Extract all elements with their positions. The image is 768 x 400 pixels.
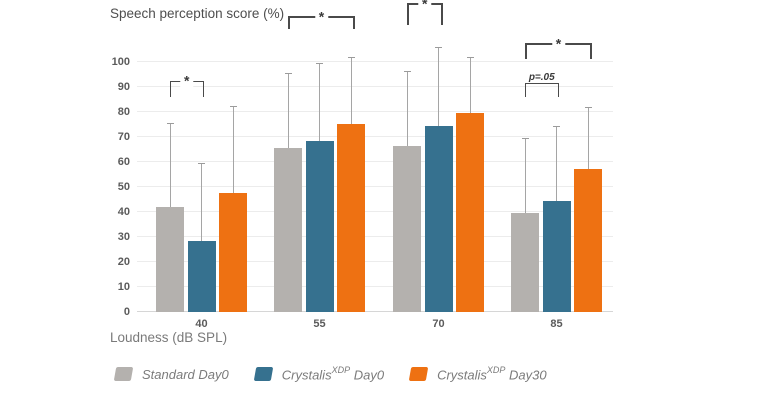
y-tick-label: 90 bbox=[117, 80, 130, 93]
bar bbox=[156, 206, 184, 312]
error-bar bbox=[350, 57, 352, 125]
error-bar-cap bbox=[521, 138, 529, 140]
x-tick-label: 70 bbox=[432, 318, 445, 330]
gridline bbox=[137, 136, 613, 138]
gridline bbox=[137, 186, 613, 188]
bar bbox=[337, 124, 365, 312]
legend: Standard Day0 CrystalisXDP Day0 CrystalisX… bbox=[113, 365, 547, 383]
bracket-label: * bbox=[314, 9, 329, 24]
gridline bbox=[137, 161, 613, 163]
bracket-label: * bbox=[418, 0, 432, 11]
bar bbox=[187, 240, 216, 312]
gridline bbox=[137, 236, 613, 238]
error-bar bbox=[587, 108, 589, 170]
error-bar bbox=[169, 124, 171, 207]
error-bar bbox=[406, 71, 408, 146]
error-bar-cap bbox=[166, 123, 174, 125]
gridline bbox=[137, 111, 613, 113]
y-tick-label: 10 bbox=[117, 280, 130, 293]
error-bar bbox=[524, 139, 526, 214]
bar bbox=[542, 200, 571, 312]
x-axis-label: Loudness (dB SPL) bbox=[110, 330, 228, 345]
bar bbox=[456, 113, 484, 312]
bracket-label: p=.05 bbox=[528, 72, 555, 84]
bar bbox=[393, 145, 421, 312]
gridline bbox=[137, 261, 613, 263]
y-tick-label: 0 bbox=[123, 306, 130, 318]
significance-bracket: * bbox=[170, 73, 204, 97]
bar bbox=[274, 148, 302, 312]
gridline bbox=[137, 211, 613, 213]
bar bbox=[424, 125, 453, 312]
bar bbox=[574, 169, 602, 312]
gridline bbox=[137, 286, 613, 288]
bar bbox=[511, 213, 539, 312]
x-tick-label: 40 bbox=[195, 318, 208, 330]
bar bbox=[219, 193, 247, 312]
error-bar-cap bbox=[435, 46, 442, 48]
error-bar bbox=[438, 47, 439, 126]
y-tick-label: 30 bbox=[117, 230, 130, 243]
error-bar bbox=[287, 74, 289, 149]
x-tick-label: 85 bbox=[550, 318, 563, 330]
error-bar-cap bbox=[229, 105, 237, 107]
error-bar-cap bbox=[584, 107, 592, 109]
gridline bbox=[137, 86, 613, 88]
error-bar-cap bbox=[553, 125, 560, 127]
x-axis-line bbox=[137, 311, 613, 312]
y-tick-label: 40 bbox=[117, 205, 130, 218]
error-bar-cap bbox=[284, 73, 292, 75]
error-bar bbox=[232, 106, 234, 194]
y-tick-label: 50 bbox=[117, 180, 130, 193]
significance-bracket: p=.05 bbox=[525, 72, 559, 97]
y-tick-label: 80 bbox=[117, 105, 130, 118]
y-tick-label: 100 bbox=[111, 55, 130, 68]
legend-label: Standard Day0 bbox=[142, 366, 229, 382]
legend-swatch-icon bbox=[253, 367, 273, 382]
legend-item: Standard Day0 bbox=[113, 366, 229, 382]
chart-title: Speech perception score (%) bbox=[110, 6, 285, 21]
y-tick-label: 60 bbox=[117, 155, 130, 168]
error-bar bbox=[469, 57, 471, 114]
gridline bbox=[137, 61, 613, 63]
error-bar-cap bbox=[198, 163, 205, 165]
legend-swatch-icon bbox=[408, 367, 429, 382]
y-tick-label: 70 bbox=[117, 130, 130, 143]
error-bar-cap bbox=[403, 70, 411, 72]
bracket-label: * bbox=[180, 73, 194, 88]
significance-bracket: * bbox=[525, 37, 592, 60]
significance-bracket: * bbox=[407, 0, 443, 26]
error-bar-cap bbox=[347, 56, 355, 58]
x-tick-label: 55 bbox=[313, 318, 326, 330]
error-bar bbox=[319, 64, 320, 141]
bracket-label: * bbox=[551, 37, 566, 51]
legend-item: CrystalisXDP Day0 bbox=[253, 365, 385, 383]
bar bbox=[305, 140, 334, 312]
significance-bracket: * bbox=[288, 9, 355, 30]
legend-item: CrystalisXDP Day30 bbox=[408, 365, 547, 383]
plot-area: 0 10 20 30 40 50 60 70 80 90 100 40 55 70 85 * * * * p=.05 bbox=[112, 0, 613, 330]
error-bar bbox=[201, 164, 202, 241]
legend-label: CrystalisXDP Day0 bbox=[281, 365, 385, 383]
legend-swatch-icon bbox=[113, 367, 134, 382]
legend-label: CrystalisXDP Day30 bbox=[437, 365, 547, 383]
y-tick-label: 20 bbox=[117, 255, 130, 268]
error-bar-cap bbox=[316, 63, 323, 65]
error-bar-cap bbox=[466, 56, 474, 58]
error-bar bbox=[556, 126, 557, 201]
